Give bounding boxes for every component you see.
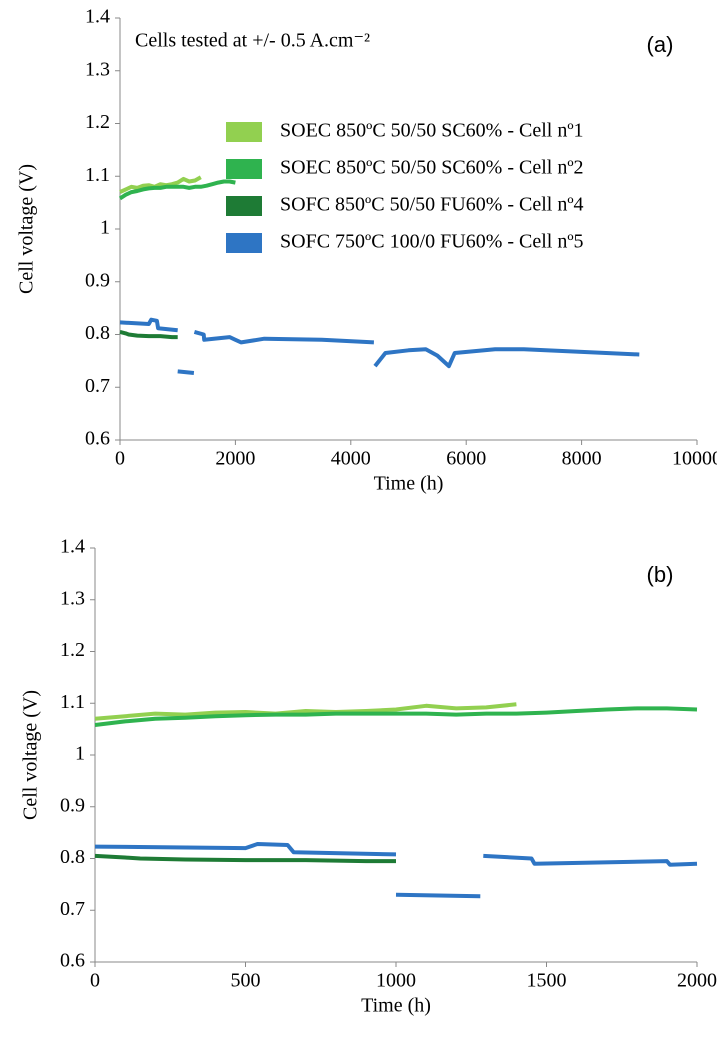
y-tick-label: 1: [100, 217, 110, 239]
legend-swatch: [226, 233, 262, 253]
x-axis-title: Time (h): [361, 995, 431, 1017]
x-tick-label: 2000: [677, 970, 717, 992]
series-line: [119, 175, 202, 194]
x-tick-label: 10000: [672, 448, 717, 470]
series-line: [94, 842, 698, 899]
legend-swatch: [226, 159, 262, 179]
chart-title: Cells tested at +/- 0.5 A.cm⁻²: [135, 30, 370, 52]
y-tick-label: 0.7: [85, 375, 110, 397]
y-tick-label: 0.8: [85, 322, 110, 344]
x-tick-label: 2000: [215, 448, 255, 470]
y-tick-label: 1.3: [60, 587, 85, 609]
y-tick-label: 0.6: [60, 950, 85, 972]
x-tick-label: 6000: [446, 448, 486, 470]
y-tick-label: 0.8: [60, 846, 85, 868]
series-line: [94, 702, 517, 721]
y-tick-label: 1.1: [85, 164, 110, 186]
x-tick-label: 0: [90, 970, 100, 992]
series-line: [118, 179, 236, 201]
y-tick-label: 1.4: [60, 536, 85, 558]
series-line: [94, 706, 698, 727]
legend-label: SOFC 850ºC 50/50 FU60% - Cell nº4: [280, 194, 584, 216]
legend-label: SOFC 750ºC 100/0 FU60% - Cell nº5: [280, 231, 584, 253]
y-tick-label: 1: [75, 743, 85, 765]
x-tick-label: 1500: [527, 970, 567, 992]
y-axis-title: Cell voltage (V): [16, 164, 38, 294]
y-tick-label: 0.9: [60, 794, 85, 816]
y-tick-label: 1.2: [85, 111, 110, 133]
x-tick-label: 0: [115, 448, 125, 470]
series-line: [119, 317, 640, 375]
y-tick-label: 0.7: [60, 898, 85, 920]
legend-label: SOEC 850ºC 50/50 SC60% - Cell nº1: [280, 120, 584, 142]
y-tick-label: 0.9: [85, 269, 110, 291]
legend-swatch: [226, 196, 262, 216]
x-axis-title: Time (h): [374, 473, 444, 495]
x-tick-label: 500: [231, 970, 261, 992]
y-tick-label: 0.6: [85, 428, 110, 450]
y-tick-label: 1.1: [60, 691, 85, 713]
panel-label: (b): [647, 562, 674, 587]
panel-label: (a): [647, 32, 674, 57]
y-tick-label: 1.2: [60, 639, 85, 661]
series-line: [94, 853, 396, 864]
legend-label: SOEC 850ºC 50/50 SC60% - Cell nº2: [280, 157, 584, 179]
y-tick-label: 1.3: [85, 58, 110, 80]
x-tick-label: 4000: [331, 448, 371, 470]
series-line: [119, 329, 178, 340]
legend-swatch: [226, 122, 262, 142]
y-tick-label: 1.4: [85, 6, 110, 28]
y-axis-title: Cell voltage (V): [20, 690, 42, 820]
x-tick-label: 8000: [562, 448, 602, 470]
x-tick-label: 1000: [376, 970, 416, 992]
